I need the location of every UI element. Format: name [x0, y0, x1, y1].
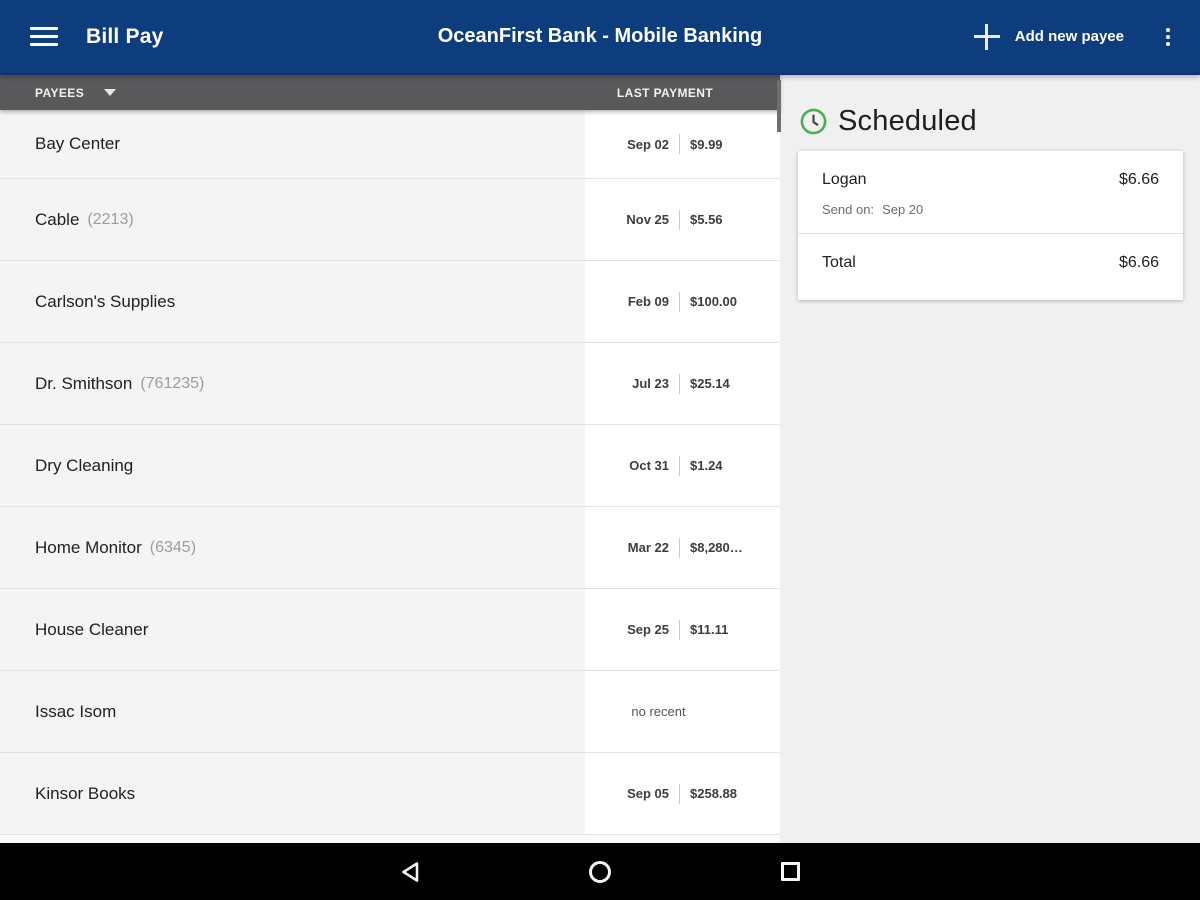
payee-account: (2213) — [87, 210, 134, 228]
payees-sort-dropdown[interactable]: PAYEES — [35, 85, 117, 100]
payee-row[interactable]: Issac Isom no recent — [0, 671, 780, 753]
cell-divider — [679, 619, 680, 640]
payee-row[interactable]: Home Monitor (6345) Mar 22 $8,280… — [0, 507, 780, 589]
last-payment-date: Mar 22 — [627, 540, 669, 555]
payee-row[interactable]: House Cleaner Sep 25 $11.11 — [0, 589, 780, 671]
list-header: PAYEES LAST PAYMENT — [0, 75, 780, 110]
cell-divider — [679, 373, 680, 394]
overflow-menu-icon[interactable] — [1162, 24, 1174, 50]
last-payment-amount: $5.56 — [690, 212, 723, 227]
recents-icon — [780, 862, 800, 881]
last-payment-date: Sep 25 — [627, 622, 669, 637]
back-button[interactable] — [398, 860, 422, 884]
payee-row[interactable]: Dry Cleaning Oct 31 $1.24 — [0, 425, 780, 507]
last-payment-date: Jul 23 — [632, 376, 669, 391]
last-payment-date: Nov 25 — [626, 212, 669, 227]
android-nav-bar — [0, 843, 1200, 900]
payee-row[interactable]: Bay Center Sep 02 $9.99 — [0, 110, 780, 179]
payee-name: Kinsor Books — [35, 783, 136, 803]
cell-divider — [679, 209, 680, 230]
last-payment-amount: $1.24 — [690, 458, 723, 473]
last-payment-date: Sep 05 — [627, 786, 669, 801]
last-payment-amount: $8,280… — [690, 540, 743, 555]
total-label: Total — [822, 254, 856, 271]
send-on-label: Send on: — [822, 202, 875, 217]
add-new-payee-button[interactable]: Add new payee — [973, 23, 1124, 50]
payee-name: Dry Cleaning — [35, 455, 134, 475]
scheduled-title: Scheduled — [838, 105, 977, 137]
last-payment-header-label: LAST PAYMENT — [616, 85, 714, 100]
payee-account: (6345) — [149, 538, 197, 556]
partial-next-row — [0, 835, 780, 843]
last-payment-date: Feb 09 — [627, 294, 669, 309]
payee-name: Home Monitor — [35, 537, 142, 557]
scheduled-card: Logan $6.66 Send on: Sep 20 Total $6.66 — [798, 151, 1183, 300]
send-on-date: Sep 20 — [882, 202, 924, 217]
scheduled-payment-amount: $6.66 — [1118, 171, 1159, 188]
last-payment-date: Oct 31 — [629, 458, 669, 473]
add-new-payee-label: Add new payee — [1014, 28, 1124, 45]
last-payment-date: Sep 02 — [627, 136, 669, 152]
last-payment-amount: $100.00 — [690, 294, 737, 309]
back-icon — [402, 861, 419, 882]
cell-divider — [679, 455, 680, 476]
payee-name: Carlson's Supplies — [35, 291, 176, 311]
cell-divider — [679, 783, 680, 804]
sort-arrow-icon — [104, 89, 117, 96]
payee-account: (761235) — [140, 374, 205, 392]
last-payment-amount: $258.88 — [690, 786, 737, 801]
payees-list-panel: PAYEES LAST PAYMENT Bay Center Sep 02 $9… — [0, 75, 781, 843]
card-divider — [798, 233, 1183, 234]
payee-name: Bay Center — [35, 134, 121, 153]
menu-icon[interactable] — [30, 27, 58, 46]
cell-divider — [679, 537, 680, 558]
scheduled-header: Scheduled — [800, 105, 1183, 138]
list-scrollbar[interactable] — [777, 80, 781, 132]
app-bar: Bill Pay OceanFirst Bank - Mobile Bankin… — [0, 0, 1200, 75]
no-recent-label: no recent — [631, 704, 686, 719]
app-title: OceanFirst Bank - Mobile Banking — [437, 25, 763, 47]
last-payment-amount: $9.99 — [690, 136, 723, 152]
plus-icon — [973, 23, 1000, 50]
payee-row[interactable]: Kinsor Books Sep 05 $258.88 — [0, 753, 780, 835]
payee-name: Cable — [35, 209, 80, 229]
total-row: Total $6.66 — [798, 234, 1183, 300]
payee-name: Dr. Smithson — [35, 373, 133, 393]
payee-row[interactable]: Dr. Smithson (761235) Jul 23 $25.14 — [0, 343, 780, 425]
last-payment-amount: $11.11 — [690, 622, 729, 637]
scheduled-payee-name: Logan — [822, 171, 867, 188]
cell-divider — [679, 134, 680, 154]
content-area: PAYEES LAST PAYMENT Bay Center Sep 02 $9… — [0, 75, 1200, 843]
last-payment-amount: $25.14 — [690, 376, 730, 391]
scheduled-payment-row[interactable]: Logan $6.66 Send on: Sep 20 — [798, 151, 1183, 233]
home-icon — [589, 860, 611, 883]
payee-row[interactable]: Carlson's Supplies Feb 09 $100.00 — [0, 261, 780, 343]
cell-divider — [679, 291, 680, 312]
scheduled-panel: Scheduled Logan $6.66 Send on: Sep 20 Tot… — [780, 75, 1200, 843]
home-button[interactable] — [588, 860, 612, 884]
payees-header-label: PAYEES — [35, 85, 85, 100]
clock-icon — [800, 108, 827, 135]
payee-row[interactable]: Cable (2213) Nov 25 $5.56 — [0, 179, 780, 261]
payee-name: Issac Isom — [35, 701, 117, 721]
recents-button[interactable] — [778, 860, 802, 884]
page-title: Bill Pay — [86, 24, 164, 48]
payee-name: House Cleaner — [35, 619, 149, 639]
total-amount: $6.66 — [1118, 254, 1159, 271]
